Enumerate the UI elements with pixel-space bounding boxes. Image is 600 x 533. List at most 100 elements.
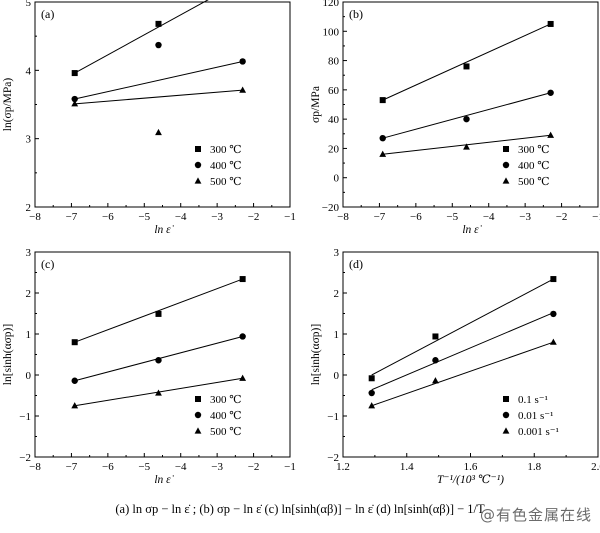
y-tick-label: 3 (26, 247, 32, 259)
x-tick-label: −6 (410, 211, 422, 223)
data-point-triangle (71, 402, 79, 409)
data-point-triangle (368, 402, 376, 409)
x-tick-label: −6 (102, 211, 114, 223)
panel-label: (a) (41, 7, 54, 21)
data-point-square (463, 63, 470, 70)
legend-marker-square (503, 146, 509, 152)
y-tick-label: −2 (19, 452, 31, 464)
data-point-square (550, 276, 557, 283)
data-point-triangle (549, 338, 557, 345)
x-tick-label: −3 (519, 211, 531, 223)
legend-marker-square (503, 396, 509, 402)
x-tick-label: −2 (248, 461, 260, 473)
data-point-square (155, 310, 162, 317)
data-point-triangle (239, 374, 247, 381)
x-tick-label: 1.4 (400, 461, 414, 473)
x-tick-label: −4 (483, 211, 495, 223)
x-tick-label: 1.6 (464, 461, 478, 473)
y-tick-label: 5 (26, 0, 32, 9)
x-tick-label: −4 (175, 211, 187, 223)
legend-label: 300 ℃ (210, 144, 242, 156)
x-tick-label: −5 (138, 461, 150, 473)
data-point-triangle (432, 377, 439, 384)
y-tick-label: 1 (334, 329, 340, 341)
chart-panel-2: −8 −7 −6 −5 −4 −3 −2 −1 −20 0 20 40 60 80 100 120 (b) ln … (310, 0, 600, 236)
x-tick-label: −4 (175, 461, 187, 473)
x-tick-label: −5 (138, 211, 150, 223)
legend-label: 500 ℃ (210, 176, 242, 188)
data-point-square (368, 375, 375, 382)
x-tick-label: −1 (284, 211, 296, 223)
y-tick-label: 20 (328, 143, 340, 155)
y-tick-label: −2 (327, 452, 339, 464)
data-point-circle (550, 310, 557, 318)
x-tick-label: 2.0 (591, 461, 600, 473)
legend-marker-triangle (194, 177, 202, 184)
x-tick-label: −2 (556, 211, 568, 223)
fit-line-1 (74, 278, 243, 343)
legend-label: 400 ℃ (518, 160, 550, 172)
data-point-circle (71, 377, 78, 384)
y-tick-label: 0 (334, 370, 340, 382)
legend-label: 0.1 s⁻¹ (518, 394, 548, 406)
legend-marker-square (195, 396, 201, 402)
legend-label: 400 ℃ (210, 160, 242, 172)
fit-line-3 (371, 341, 554, 407)
data-point-square (155, 20, 162, 27)
legend-marker-circle (194, 161, 202, 169)
plot-frame (342, 251, 599, 458)
x-tick-label: −8 (29, 461, 41, 473)
x-tick-label: −6 (102, 461, 114, 473)
x-axis-label: ln ε̇ (462, 224, 482, 236)
plot-frame (34, 251, 291, 458)
data-point-circle (239, 58, 246, 65)
y-tick-label: −1 (327, 411, 339, 423)
fit-line-3 (74, 89, 243, 105)
x-tick-label: 1.8 (527, 461, 541, 473)
y-tick-label: 120 (323, 0, 340, 9)
watermark: @有色金属在线 (479, 506, 592, 524)
x-axis-label: T⁻¹/(10³ ℃⁻¹) (437, 474, 504, 486)
fit-line-2 (382, 92, 551, 139)
x-tick-label: −3 (211, 461, 223, 473)
y-tick-label: 0 (26, 370, 32, 382)
x-tick-label: −7 (66, 461, 78, 473)
legend-label: 0.001 s⁻¹ (518, 426, 559, 438)
data-point-circle (547, 89, 554, 96)
y-tick-label: 60 (328, 85, 340, 97)
legend-marker-triangle (502, 177, 510, 184)
fit-line-1 (74, 0, 209, 74)
y-tick-label: 2 (334, 288, 340, 300)
panel-label: (c) (41, 257, 54, 271)
data-point-triangle (239, 86, 247, 93)
legend-label: 500 ℃ (518, 176, 550, 188)
y-axis-label: ln[sinh(ασp)] (310, 324, 322, 385)
legend-label: 300 ℃ (210, 394, 242, 406)
data-point-triangle (547, 131, 555, 138)
y-tick-label: 2 (26, 288, 32, 300)
figure-caption: (a) ln σp − ln ε̇ ; (b) σp − ln ε̇ (c) l… (115, 502, 485, 516)
x-tick-label: −2 (248, 211, 260, 223)
legend-marker-triangle (194, 427, 202, 434)
chart-panel-4: 1.2 1.4 1.6 1.8 2.0 −2 −1 0 1 2 3 (d) T⁻¹/(10³ ℃⁻¹) l… (310, 247, 600, 486)
x-tick-label: −5 (446, 211, 458, 223)
chart-panel-3: −8 −7 −6 −5 −4 −3 −2 −1 −2 −1 0 1 2 3 (c) ln ε̇ ln[sinh(… (2, 247, 296, 486)
data-point-circle (155, 41, 162, 49)
plot-frame (342, 1, 599, 208)
data-point-circle (368, 389, 375, 397)
x-tick-label: 1.2 (336, 461, 350, 473)
data-point-circle (379, 134, 386, 142)
data-point-triangle (463, 143, 470, 150)
panel-label: (d) (349, 257, 363, 271)
x-tick-label: −7 (66, 211, 78, 223)
y-tick-label: 80 (328, 56, 340, 68)
fit-line-2 (371, 312, 554, 391)
data-point-triangle (155, 128, 162, 136)
y-tick-label: 100 (323, 26, 340, 38)
legend-marker-circle (502, 411, 510, 419)
fit-line-1 (371, 278, 554, 376)
y-tick-label: 3 (26, 134, 32, 146)
data-point-square (71, 70, 78, 77)
data-point-square (71, 339, 78, 346)
